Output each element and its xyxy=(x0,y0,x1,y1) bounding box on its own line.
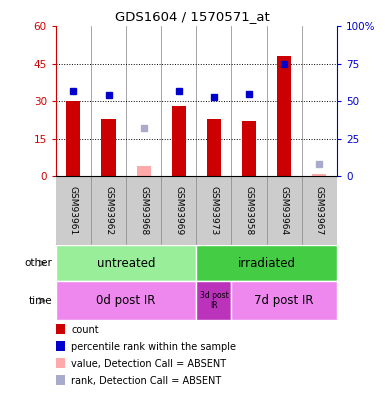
Text: GSM93969: GSM93969 xyxy=(174,186,183,235)
Bar xyxy=(56,281,196,320)
Bar xyxy=(312,174,326,176)
Text: value, Detection Call = ABSENT: value, Detection Call = ABSENT xyxy=(71,359,226,369)
Text: irradiated: irradiated xyxy=(238,257,296,270)
Text: GSM93961: GSM93961 xyxy=(69,186,78,235)
Bar xyxy=(207,119,221,176)
Bar xyxy=(66,101,80,176)
Text: GSM93973: GSM93973 xyxy=(209,186,218,235)
Text: rank, Detection Call = ABSENT: rank, Detection Call = ABSENT xyxy=(71,376,221,386)
Bar xyxy=(102,119,115,176)
Bar xyxy=(172,106,186,176)
Text: 3d post
IR: 3d post IR xyxy=(199,291,228,310)
Text: other: other xyxy=(24,258,52,268)
Bar xyxy=(242,121,256,176)
Text: 7d post IR: 7d post IR xyxy=(254,294,314,307)
Text: time: time xyxy=(28,296,52,306)
Text: untreated: untreated xyxy=(97,257,155,270)
Bar xyxy=(56,245,196,281)
Bar xyxy=(277,56,291,176)
Text: GSM93962: GSM93962 xyxy=(104,186,113,235)
Bar xyxy=(137,166,151,176)
Text: GDS1604 / 1570571_at: GDS1604 / 1570571_at xyxy=(115,10,270,23)
Bar xyxy=(231,281,337,320)
Text: count: count xyxy=(71,325,99,335)
Text: GSM93958: GSM93958 xyxy=(244,186,254,235)
Text: GSM93968: GSM93968 xyxy=(139,186,148,235)
Bar xyxy=(196,281,231,320)
Text: GSM93967: GSM93967 xyxy=(315,186,324,235)
Text: 0d post IR: 0d post IR xyxy=(96,294,156,307)
Text: GSM93964: GSM93964 xyxy=(280,186,289,235)
Text: percentile rank within the sample: percentile rank within the sample xyxy=(71,342,236,352)
Bar xyxy=(196,245,337,281)
